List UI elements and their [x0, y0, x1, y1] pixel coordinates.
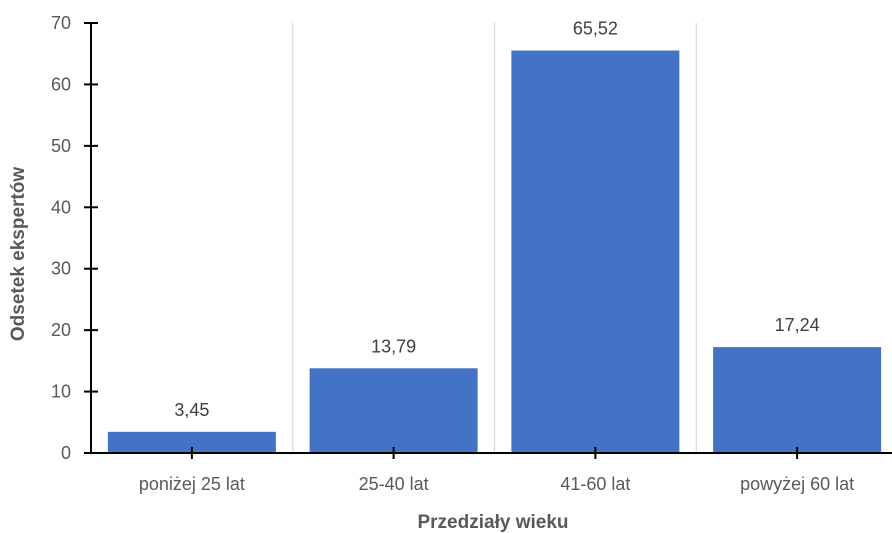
bar	[713, 347, 882, 453]
bar	[107, 431, 276, 453]
y-tick-label: 50	[51, 136, 71, 156]
y-tick-label: 70	[51, 13, 71, 33]
x-tick-label: 25-40 lat	[359, 474, 429, 494]
bars	[107, 50, 882, 454]
y-tick-label: 60	[51, 74, 71, 94]
y-tick-label: 20	[51, 320, 71, 340]
x-axis-title: Przedziały wieku	[417, 512, 568, 533]
y-axis-title: Odsetek ekspertów	[8, 167, 29, 341]
data-label: 3,45	[174, 400, 209, 420]
bar	[511, 50, 680, 454]
bar	[309, 368, 478, 453]
x-tick-label: 41-60 lat	[560, 474, 630, 494]
data-label: 17,24	[775, 315, 820, 335]
axes	[84, 22, 892, 459]
x-tick-label: poniżej 25 lat	[139, 474, 245, 494]
data-label: 13,79	[371, 336, 416, 356]
labels: 0 10 20 30 40 50 60 70 poniżej 25 lat 25-40 lat 41…	[51, 13, 854, 494]
x-tick-label: powyżej 60 lat	[740, 474, 854, 494]
y-tick-label: 30	[51, 259, 71, 279]
y-tick-label: 10	[51, 382, 71, 402]
grid-lines	[292, 23, 697, 453]
data-label: 65,52	[573, 19, 618, 39]
y-tick-label: 40	[51, 197, 71, 217]
y-tick-label: 0	[61, 443, 71, 463]
